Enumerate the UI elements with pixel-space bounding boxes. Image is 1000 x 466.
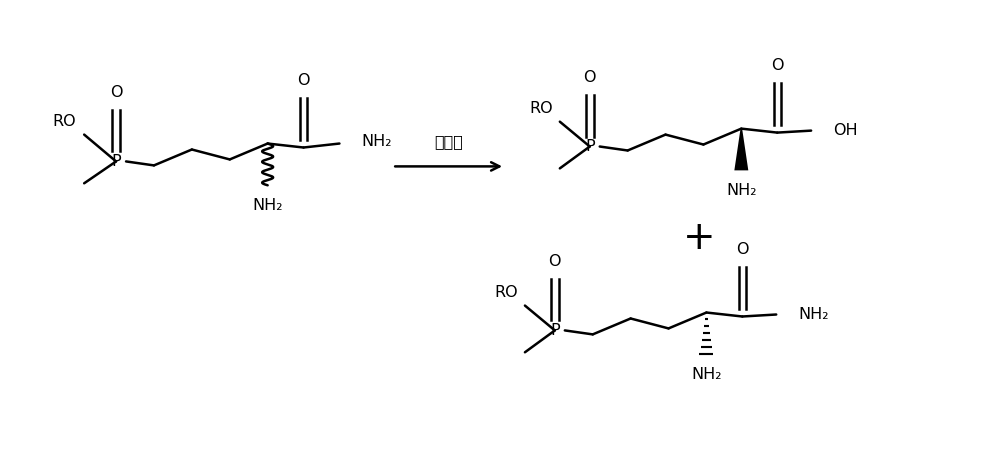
Text: NH₂: NH₂ <box>691 367 722 382</box>
Text: RO: RO <box>53 114 76 129</box>
Text: O: O <box>549 254 561 269</box>
Text: NH₂: NH₂ <box>361 134 392 149</box>
Polygon shape <box>734 129 748 171</box>
Text: NH₂: NH₂ <box>726 183 757 199</box>
Text: RO: RO <box>494 285 518 300</box>
Text: O: O <box>736 242 749 257</box>
Text: P: P <box>111 154 121 169</box>
Text: O: O <box>110 85 122 100</box>
Text: RO: RO <box>529 101 553 116</box>
Text: O: O <box>771 58 783 73</box>
Text: NH₂: NH₂ <box>252 198 283 213</box>
Text: OH: OH <box>833 123 858 138</box>
Text: +: + <box>683 219 716 257</box>
Text: O: O <box>297 73 310 88</box>
Text: P: P <box>550 323 560 338</box>
Text: P: P <box>585 139 595 154</box>
Text: O: O <box>584 70 596 85</box>
Text: 酰胺醂: 酰胺醂 <box>434 135 463 150</box>
Text: NH₂: NH₂ <box>798 307 829 322</box>
